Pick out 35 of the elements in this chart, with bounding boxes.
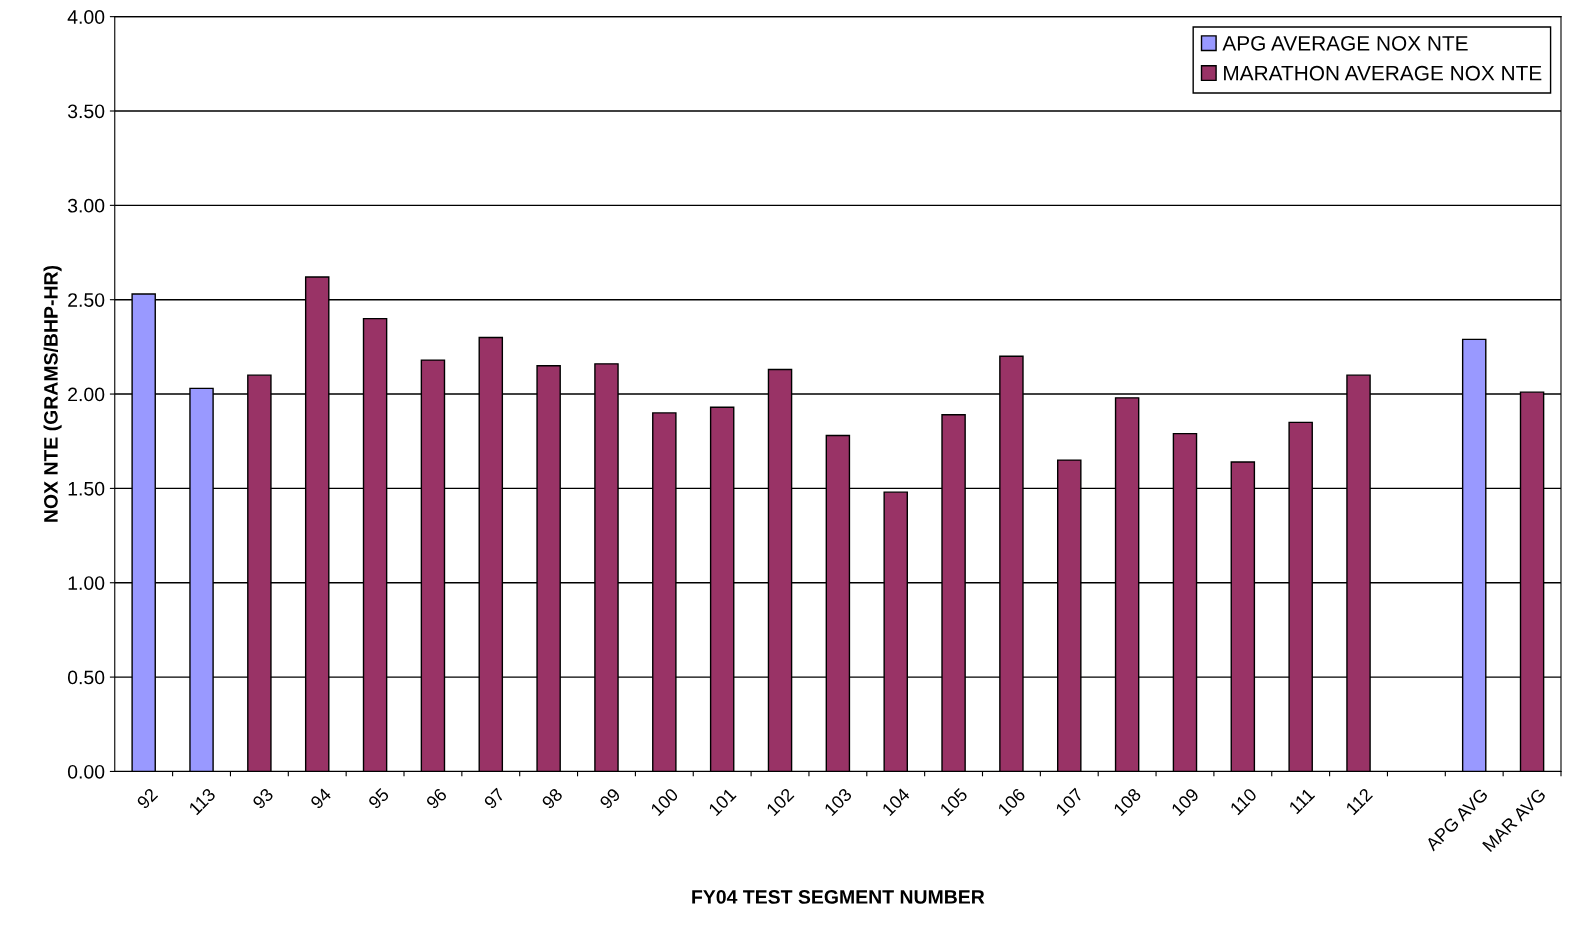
x-tick-label: 112 — [1345, 787, 1373, 816]
x-tick-label: 103 — [823, 787, 853, 817]
x-axis-title: FY04 TEST SEGMENT NUMBER — [692, 890, 985, 904]
y-tick-label: 1.00 — [68, 576, 105, 590]
x-tick-label: 93 — [251, 787, 274, 810]
x-tick-label: 102 — [765, 787, 795, 817]
x-tick-label: 97 — [483, 787, 506, 810]
x-tick-label: 96 — [425, 787, 448, 810]
x-tick-label: 113 — [188, 787, 217, 816]
x-tick-label: 108 — [1112, 787, 1142, 817]
y-tick-label: 0.50 — [67, 670, 105, 685]
x-tick-label: 100 — [650, 787, 679, 817]
x-tick-label: 107 — [1055, 787, 1084, 817]
x-tick-label: 106 — [997, 787, 1027, 817]
y-tick-label: 2.00 — [68, 387, 105, 402]
x-tick-label: 95 — [367, 787, 390, 810]
x-tick-label: 101 — [707, 787, 737, 817]
y-tick-label: 1.50 — [68, 481, 105, 496]
x-tick-label: 110 — [1229, 787, 1258, 816]
x-tick-label: 99 — [599, 787, 622, 810]
legend-label: APG AVERAGE NOX NTE — [1222, 35, 1468, 51]
y-tick-label: 4.00 — [67, 10, 105, 24]
y-tick-label: 3.00 — [67, 198, 105, 213]
y-tick-label: 2.50 — [68, 293, 105, 307]
x-tick-label: 109 — [1170, 787, 1200, 817]
legend-label: MARATHON AVERAGE NOX NTE — [1224, 65, 1542, 81]
x-tick-label: 92 — [136, 787, 159, 810]
x-tick-label: 98 — [541, 787, 564, 810]
y-tick-label: 0.00 — [67, 764, 105, 779]
x-tick-label: 104 — [881, 787, 911, 817]
x-tick-label: 105 — [939, 787, 969, 817]
y-axis-title: NOX NTE (GRAMS/BHP-HR) — [43, 265, 62, 522]
y-tick-label: 3.50 — [67, 104, 105, 119]
x-tick-label: 94 — [309, 787, 333, 810]
x-tick-label: 111 — [1288, 787, 1316, 815]
